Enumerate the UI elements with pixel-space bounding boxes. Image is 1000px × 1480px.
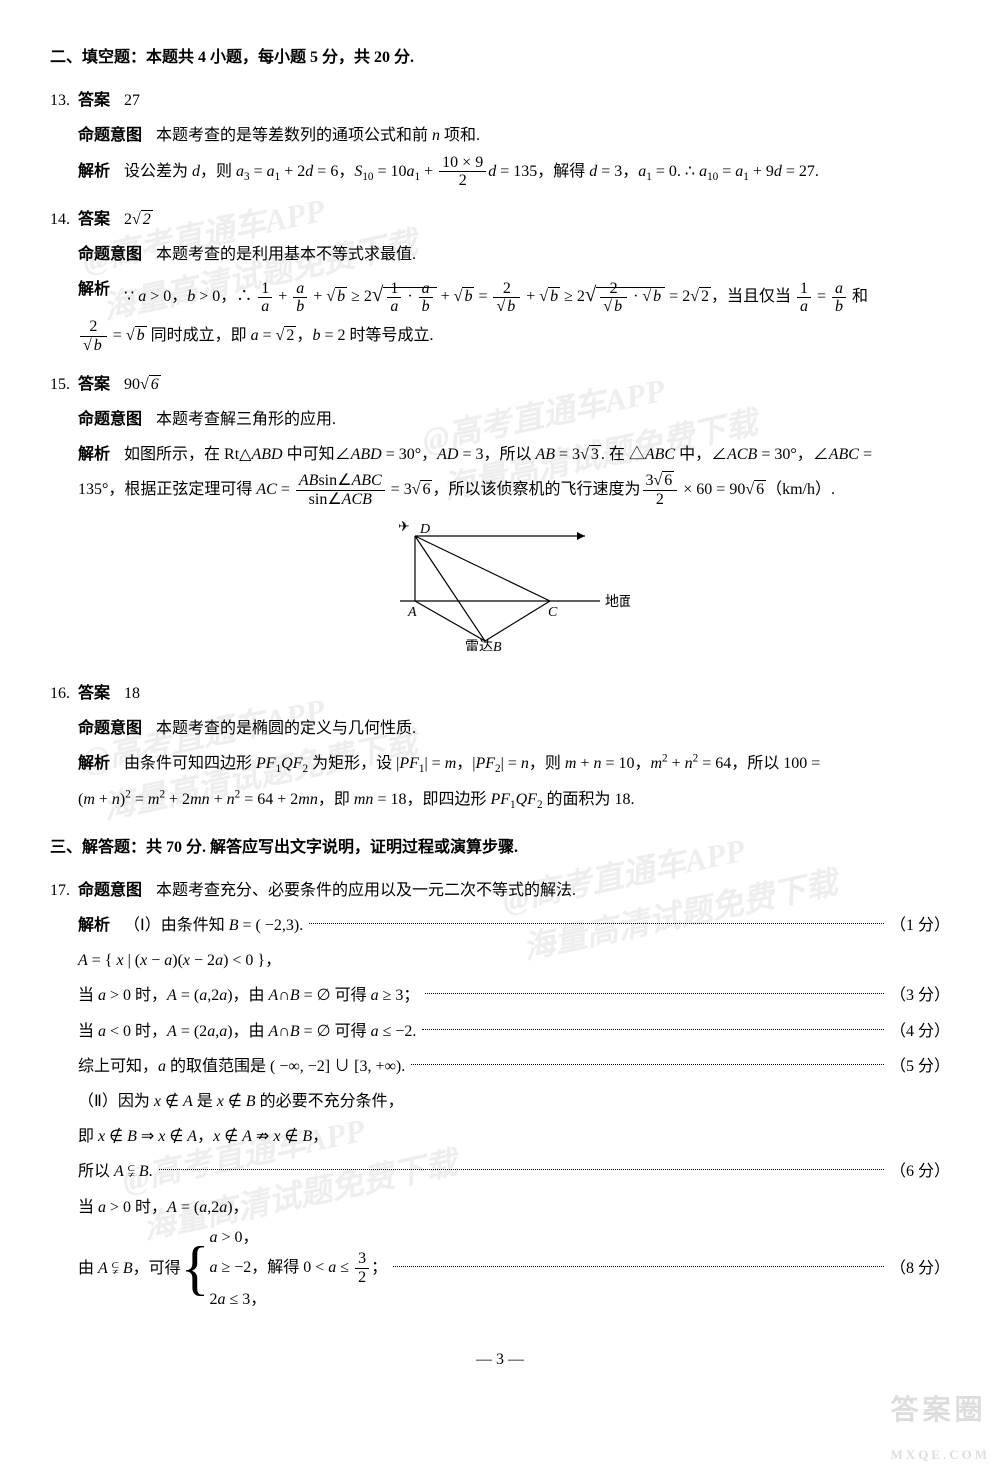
q14-intent-label: 命题意图 bbox=[78, 237, 142, 272]
q17-line7: 即 x ∉ B ⇒ x ∉ A，x ∉ A ⇏ x ∉ B， bbox=[50, 1119, 950, 1154]
q17-line9: 当 a > 0 时，A = (a,2a)， bbox=[50, 1190, 950, 1225]
q15-sol-a: 如图所示，在 Rt△ABD 中可知∠ABD = 30°，AD = 3，所以 AB… bbox=[124, 437, 950, 472]
q13-intent-label: 命题意图 bbox=[78, 118, 142, 153]
q15-intent: 本题考查解三角形的应用. bbox=[156, 402, 950, 437]
q14-sol-b: 2b = b 同时成立，即 a = 2，b = 2 时等号成立. bbox=[50, 318, 950, 354]
q15-ans-label: 答案 bbox=[78, 367, 110, 402]
svg-text:D: D bbox=[419, 522, 430, 537]
q17-intent: 本题考查充分、必要条件的应用以及一元二次不等式的解法. bbox=[156, 873, 950, 908]
problem-13: 13. 答案 27 命题意图 本题考查的是等差数列的通项公式和前 n 项和. 解… bbox=[50, 83, 950, 190]
problem-16: 16. 答案 18 命题意图 本题考查的是椭圆的定义与几何性质. 解析 由条件可… bbox=[50, 676, 950, 818]
q16-ans: 18 bbox=[124, 676, 950, 711]
q14-ans: 22 bbox=[124, 202, 950, 237]
corner-watermark-text: 答案圈 bbox=[891, 1395, 987, 1426]
section-3-header: 三、解答题：共 70 分. 解答应写出文字说明，证明过程或演算步骤. bbox=[50, 830, 950, 865]
q15-sol-label: 解析 bbox=[78, 437, 110, 472]
q17-line2: A = { x | (x − a)(x − 2a) < 0 }， bbox=[50, 943, 950, 978]
svg-text:✈: ✈ bbox=[398, 521, 410, 535]
q17-line5: 综上可知，a 的取值范围是 ( −∞, −2] ∪ [3, +∞). （5 分） bbox=[50, 1049, 950, 1084]
svg-text:C: C bbox=[548, 605, 558, 620]
q15-num: 15. bbox=[50, 367, 78, 402]
q13-num: 13. bbox=[50, 83, 78, 118]
q17-score4: （4 分） bbox=[890, 1014, 950, 1049]
svg-text:A: A bbox=[407, 605, 417, 620]
q14-intent: 本题考查的是利用基本不等式求最值. bbox=[156, 237, 950, 272]
q16-sol-label: 解析 bbox=[78, 746, 110, 781]
q13-sol: 设公差为 d，则 a3 = a1 + 2d = 6，S10 = 10a1 + 1… bbox=[124, 154, 950, 190]
q13-ans-label: 答案 bbox=[78, 83, 110, 118]
q17-num: 17. bbox=[50, 873, 78, 908]
q15-ans: 906 bbox=[124, 367, 950, 402]
q13-intent: 本题考查的是等差数列的通项公式和前 n 项和. bbox=[156, 118, 950, 153]
q14-sol-label: 解析 bbox=[78, 272, 110, 307]
corner-watermark: 答案圈 MXQE.COM bbox=[891, 1380, 990, 1470]
q15-intent-label: 命题意图 bbox=[78, 402, 142, 437]
q17-line3: 当 a > 0 时，A = (a,2a)，由 A∩B = ∅ 可得 a ≥ 3；… bbox=[50, 978, 950, 1013]
q17-intent-label: 命题意图 bbox=[78, 873, 142, 908]
q16-ans-label: 答案 bbox=[78, 676, 110, 711]
q17-score1: （1 分） bbox=[890, 908, 950, 943]
q17-line6: （Ⅱ）因为 x ∉ A 是 x ∉ B 的必要不充分条件， bbox=[50, 1084, 950, 1119]
q16-num: 16. bbox=[50, 676, 78, 711]
q16-sol-a: 由条件可知四边形 PF1QF2 为矩形，设 |PF1| = m，|PF2| = … bbox=[124, 746, 950, 782]
svg-text:雷达B: 雷达B bbox=[465, 639, 502, 651]
q17-score10: （8 分） bbox=[890, 1251, 950, 1286]
problem-14: 14. 答案 22 命题意图 本题考查的是利用基本不等式求最值. 解析 ∵ a … bbox=[50, 202, 950, 355]
q16-sol-b: (m + n)2 = m2 + 2mn + n2 = 64 + 2mn，即 mn… bbox=[50, 782, 950, 818]
q17-line4: 当 a < 0 时，A = (2a,a)，由 A∩B = ∅ 可得 a ≤ −2… bbox=[50, 1014, 950, 1049]
q17-line10: 由 A ⫋ B，可得 { a > 0， a ≥ −2，解得 0 < a ≤ 32… bbox=[50, 1225, 950, 1312]
q17-score8: （6 分） bbox=[890, 1154, 950, 1189]
problem-17: 17. 命题意图 本题考查充分、必要条件的应用以及一元二次不等式的解法. 解析 … bbox=[50, 873, 950, 1312]
section-2-header: 二、填空题：本题共 4 小题，每小题 5 分，共 20 分. bbox=[50, 40, 950, 75]
q17-sol-label: 解析 bbox=[78, 908, 110, 943]
q14-sol-a: ∵ a > 0，b > 0，∴ 1a + ab + b ≥ 2√1a · ab … bbox=[124, 272, 950, 318]
q13-sol-label: 解析 bbox=[78, 154, 110, 189]
q15-diagram: D ✈ A C 地面 雷达B bbox=[50, 521, 950, 664]
corner-watermark-sub: MXQE.COM bbox=[891, 1441, 990, 1470]
page-number: — 3 — bbox=[50, 1342, 950, 1377]
q17-score3: （3 分） bbox=[890, 978, 950, 1013]
svg-text:地面: 地面 bbox=[605, 594, 630, 610]
q14-ans-label: 答案 bbox=[78, 202, 110, 237]
q15-sol-b: 135°，根据正弦定理可得 AC = ABsin∠ABCsin∠ACB = 36… bbox=[50, 472, 950, 508]
q16-intent: 本题考查的是椭圆的定义与几何性质. bbox=[156, 711, 950, 746]
q17-score5: （5 分） bbox=[890, 1049, 950, 1084]
q17-line8: 所以 A ⫋ B. （6 分） bbox=[50, 1154, 950, 1189]
q13-ans: 27 bbox=[124, 83, 950, 118]
q17-line1: （Ⅰ）由条件知 B = ( −2,3). （1 分） bbox=[124, 908, 950, 943]
q14-num: 14. bbox=[50, 202, 78, 237]
problem-15: 15. 答案 906 命题意图 本题考查解三角形的应用. 解析 如图所示，在 R… bbox=[50, 367, 950, 664]
q16-intent-label: 命题意图 bbox=[78, 711, 142, 746]
